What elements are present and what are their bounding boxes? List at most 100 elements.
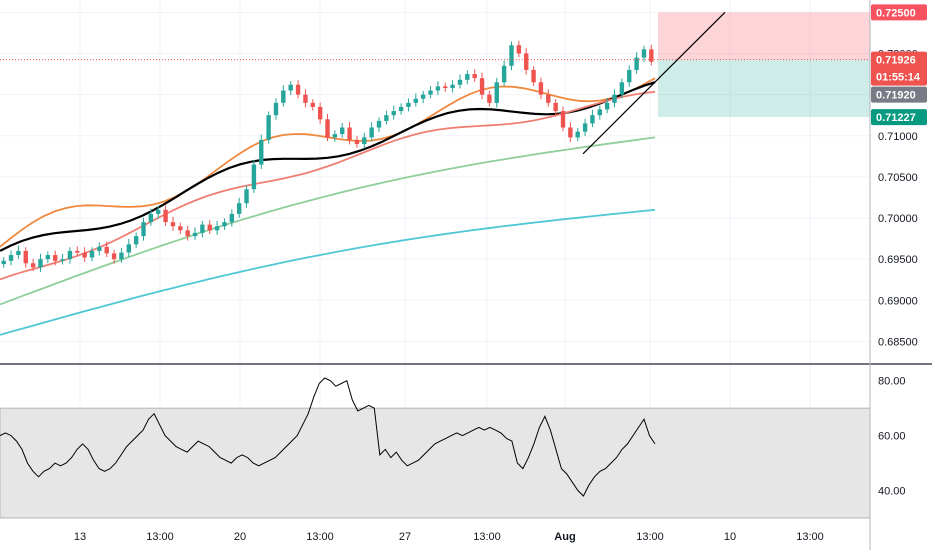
candle (251, 164, 257, 190)
candle (126, 244, 131, 253)
candle (524, 53, 529, 70)
candle (104, 246, 109, 254)
time-tick-label: 10 (724, 531, 736, 543)
candle (317, 106, 323, 120)
candle (472, 74, 477, 79)
stop-price-label-bg (871, 4, 927, 21)
candle (266, 115, 271, 140)
candle (413, 98, 419, 103)
candle (604, 102, 610, 110)
candle (273, 102, 279, 116)
candle (443, 86, 448, 89)
candle (362, 137, 367, 144)
candle (376, 120, 382, 128)
price-tick-label: 0.70500 (878, 172, 918, 184)
candle (45, 255, 51, 260)
candle (612, 94, 617, 103)
candle (170, 222, 176, 227)
candle (111, 253, 117, 260)
candle (229, 213, 235, 223)
candle (156, 209, 161, 214)
trend-line[interactable] (582, 11, 726, 155)
rsi-tick-label: 40.00 (878, 486, 906, 498)
candle (244, 189, 249, 204)
candle (553, 102, 558, 112)
candle (582, 123, 588, 132)
candle (97, 246, 102, 251)
candle (597, 109, 603, 116)
candle (192, 232, 198, 237)
candle (428, 90, 433, 95)
candle (538, 82, 544, 95)
candle (494, 82, 499, 103)
time-tick-label: 13:00 (146, 531, 174, 543)
countdown-label: 01:55:14 (876, 72, 921, 84)
target-price-label: 0.71227 (876, 112, 916, 124)
last-price-label: 0.71926 (876, 55, 916, 67)
candle (435, 86, 441, 91)
candle (119, 252, 124, 260)
candle (568, 127, 573, 138)
close-price-label: 0.71920 (876, 90, 916, 102)
candle (236, 203, 242, 214)
time-tick-label: 27 (399, 531, 411, 543)
candle (67, 250, 73, 260)
candle (590, 115, 595, 124)
candle (178, 226, 183, 231)
candle (575, 131, 580, 138)
candle (222, 222, 227, 227)
candle (546, 94, 551, 103)
candle (82, 252, 87, 258)
candle (627, 69, 632, 83)
time-tick-label: 20 (234, 531, 246, 543)
candle (332, 134, 338, 138)
candle (516, 45, 522, 54)
candle (340, 127, 345, 135)
time-tick-label: 13:00 (473, 531, 501, 543)
rsi-band (0, 407, 871, 519)
candle (16, 250, 21, 256)
price-tick-label: 0.71000 (878, 131, 918, 143)
candle (479, 78, 485, 95)
candle (163, 209, 168, 223)
moving-average-line-3 (0, 136, 656, 306)
candle (391, 111, 396, 116)
candle (619, 82, 625, 95)
candle (185, 230, 190, 237)
stop-price-label: 0.72500 (876, 7, 916, 19)
price-tick-label: 0.68500 (878, 336, 918, 348)
candle (141, 222, 146, 237)
close-price-bg (871, 86, 927, 103)
candle (531, 69, 536, 83)
candle (207, 224, 212, 231)
candle (384, 115, 389, 121)
candle (509, 45, 514, 66)
time-tick-label: 13:00 (306, 531, 334, 543)
price-tick-label: 0.69000 (878, 295, 918, 307)
candle (501, 65, 507, 83)
candle (369, 127, 374, 138)
candle (487, 94, 492, 103)
candle (649, 49, 654, 62)
target-price-label-bg (871, 109, 927, 126)
moving-average-line-1 (0, 81, 656, 252)
rsi-tick-label: 60.00 (878, 431, 906, 443)
time-tick-label: 13 (74, 531, 86, 543)
candle (52, 255, 58, 261)
candle (148, 213, 154, 223)
candle (60, 259, 65, 261)
price-tick-label: 0.70000 (878, 213, 918, 225)
moving-average-line-4 (0, 208, 656, 336)
candle (89, 250, 95, 258)
time-tick-label: 13:00 (636, 531, 664, 543)
risk-zone[interactable] (658, 12, 870, 60)
candle (8, 255, 14, 261)
candle (354, 139, 360, 144)
candle (23, 250, 28, 264)
candle (30, 263, 36, 268)
candle (75, 250, 80, 253)
reward-zone[interactable] (658, 59, 870, 118)
candle (347, 127, 352, 140)
candle (406, 102, 411, 107)
